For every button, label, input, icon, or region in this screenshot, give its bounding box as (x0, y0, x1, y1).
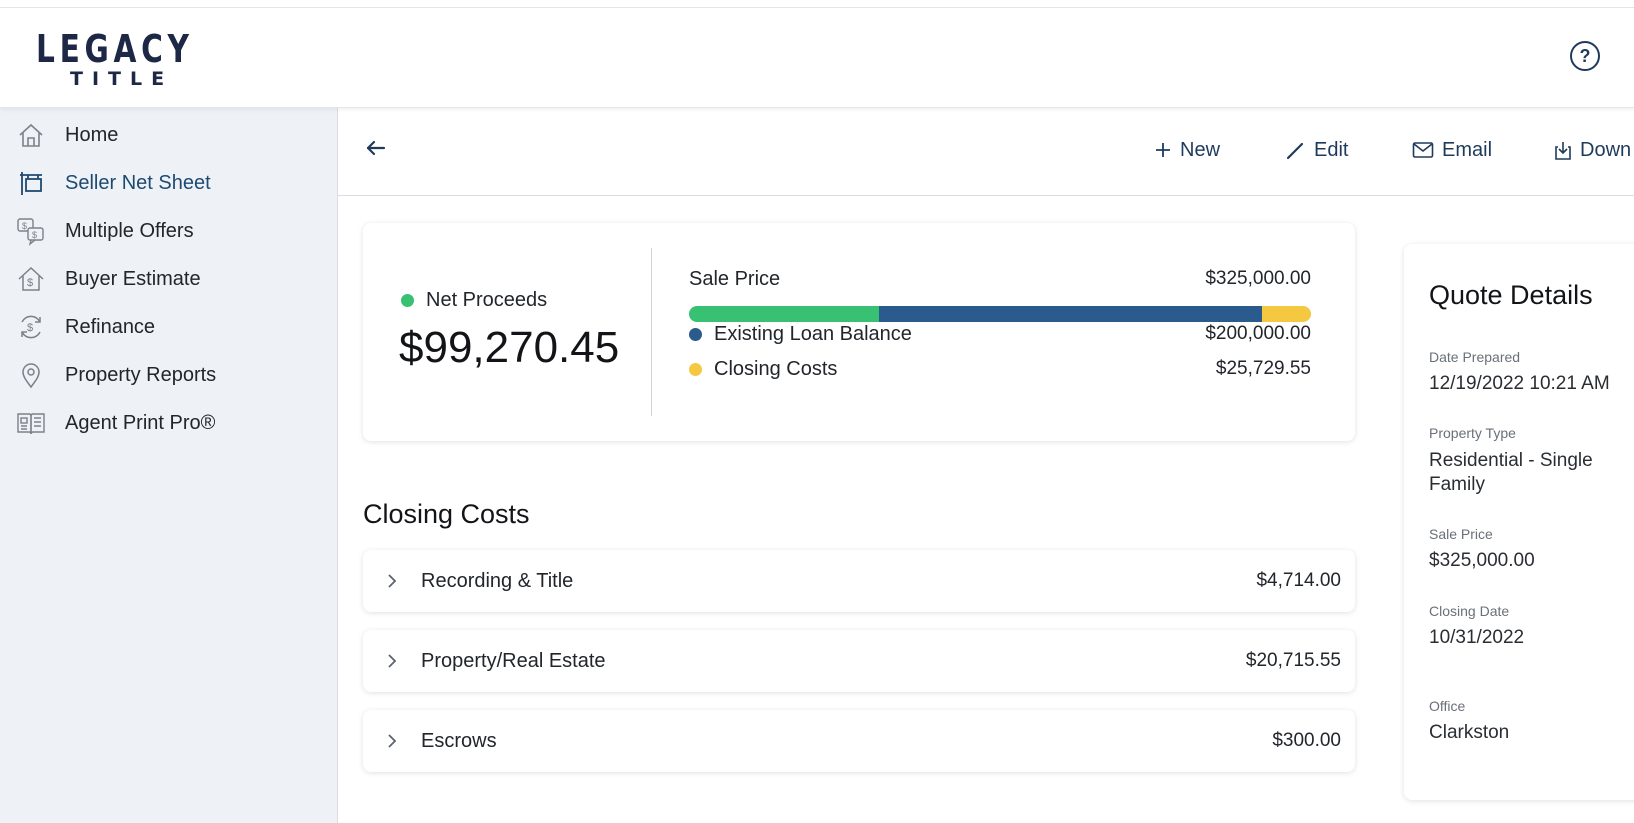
sidebar-item-property-reports[interactable]: Property Reports (0, 353, 338, 397)
net-proceeds-label-text: Net Proceeds (426, 289, 548, 311)
svg-text:$: $ (32, 230, 37, 240)
cost-row-label: Property/Real Estate (421, 649, 606, 672)
bar-segment-net-proceeds (689, 306, 879, 322)
office-value: Clarkston (1429, 722, 1510, 743)
logo-wordmark: LEGACY TITLE (36, 30, 238, 89)
question-circle-icon[interactable]: ? (1570, 41, 1600, 71)
closing-date-value: 10/31/2022 (1429, 627, 1525, 648)
date-prepared-value: 12/19/2022 10:21 AM (1429, 373, 1610, 394)
download-button[interactable]: Down (1554, 136, 1631, 164)
date-prepared-label: Date Prepared (1429, 349, 1521, 365)
sidebar-nav: Home Seller Net Sheet $ $ Multiple Offers… (0, 108, 338, 823)
proceeds-breakdown-bar (689, 306, 1311, 322)
arrow-left-icon[interactable] (362, 134, 390, 162)
closing-costs-dot (689, 362, 702, 376)
svg-text:$: $ (22, 221, 27, 231)
sidebar-item-multiple-offers[interactable]: $ $ Multiple Offers (0, 209, 338, 253)
quote-details-card: Quote Details Date Prepared 12/19/2022 1… (1404, 244, 1634, 800)
action-toolbar: New Edit Email Down (338, 108, 1634, 196)
svg-text:$: $ (27, 277, 33, 289)
closing-costs-value: $25,729.55 (1215, 358, 1311, 379)
cost-row-escrows[interactable]: Escrows $300.00 (363, 710, 1355, 772)
sidebar-item-label: Refinance (65, 315, 156, 338)
loan-balance-value: $200,000.00 (1205, 323, 1311, 344)
pencil-icon (1286, 142, 1304, 160)
loan-balance-dot (689, 327, 702, 341)
sidebar-item-label: Agent Print Pro® (65, 411, 216, 434)
cost-row-recording-title[interactable]: Recording & Title $4,714.00 (363, 550, 1355, 612)
house-dollar-icon: $ (16, 264, 46, 294)
new-button[interactable]: New (1154, 136, 1220, 164)
window-top-edge (0, 0, 1634, 8)
bar-segment-closing-costs (1261, 306, 1311, 322)
email-button[interactable]: Email (1412, 136, 1492, 164)
chevron-right-icon (388, 574, 397, 588)
office-label: Office (1429, 698, 1466, 714)
net-proceeds-label: Net Proceeds (401, 289, 547, 312)
newspaper-icon (16, 408, 46, 438)
dollar-bubbles-icon: $ $ (16, 216, 46, 246)
sidebar-item-label: Home (65, 123, 119, 146)
sidebar-item-home[interactable]: Home (0, 113, 338, 157)
sidebar-item-label: Seller Net Sheet (65, 171, 211, 194)
email-button-label: Email (1442, 138, 1493, 161)
cost-row-label: Escrows (421, 729, 497, 752)
bar-segment-loan-balance (878, 306, 1262, 322)
edit-button[interactable]: Edit (1286, 136, 1348, 164)
summary-divider (651, 248, 652, 416)
edit-button-label: Edit (1314, 138, 1349, 161)
download-button-label: Down (1580, 138, 1632, 161)
sale-price-detail-label: Sale Price (1429, 526, 1493, 542)
refresh-dollar-icon: $ (16, 312, 46, 342)
sidebar-item-label: Property Reports (65, 363, 217, 386)
legacy-title-logo[interactable]: LEGACY TITLE (28, 16, 228, 102)
closing-costs-label: Closing Costs (714, 357, 838, 380)
sale-price-value: $325,000.00 (1205, 268, 1311, 289)
svg-text:$: $ (27, 322, 33, 334)
cost-row-value: $300.00 (1272, 730, 1341, 751)
logo-line-legacy: LEGACY (36, 26, 194, 71)
plus-icon (1156, 143, 1170, 157)
help-glyph: ? (1579, 45, 1591, 66)
property-type-value: Residential - Single Family (1429, 450, 1593, 495)
cost-row-value: $20,715.55 (1245, 650, 1341, 671)
envelope-icon (1412, 142, 1434, 158)
download-icon (1555, 142, 1571, 160)
new-button-label: New (1180, 138, 1221, 161)
sale-price-detail-value: $325,000.00 (1429, 550, 1535, 571)
home-icon (16, 120, 46, 150)
legend-row-closing-costs: Closing Costs $25,729.55 (689, 356, 1311, 382)
sidebar-item-label: Buyer Estimate (65, 267, 201, 290)
quote-details-title: Quote Details (1429, 280, 1593, 310)
logo-line-title: TITLE (70, 67, 174, 90)
cost-row-value: $4,714.00 (1256, 570, 1341, 591)
property-type-label: Property Type (1429, 425, 1516, 441)
sidebar-item-label: Multiple Offers (65, 219, 194, 242)
loan-balance-label: Existing Loan Balance (714, 322, 912, 345)
sidebar-item-refinance[interactable]: $ Refinance (0, 305, 338, 349)
net-proceeds-summary-card: Net Proceeds $99,270.45 Sale Price $325,… (363, 223, 1355, 441)
sidebar-item-seller-net-sheet[interactable]: Seller Net Sheet (0, 161, 338, 205)
net-proceeds-value: $99,270.45 (399, 323, 620, 372)
closing-date-label: Closing Date (1429, 603, 1510, 619)
sidebar-item-agent-print-pro[interactable]: Agent Print Pro® (0, 401, 338, 445)
sale-price-label: Sale Price (689, 268, 781, 290)
sidebar-item-buyer-estimate[interactable]: $ Buyer Estimate (0, 257, 338, 301)
closing-costs-heading: Closing Costs (363, 499, 530, 529)
sign-post-icon (16, 168, 46, 198)
net-proceeds-dot (401, 294, 414, 307)
cost-row-label: Recording & Title (421, 569, 574, 592)
map-pin-icon (16, 360, 46, 390)
legend-row-loan-balance: Existing Loan Balance $200,000.00 (689, 321, 1311, 347)
cost-row-property-real-estate[interactable]: Property/Real Estate $20,715.55 (363, 630, 1355, 692)
chevron-right-icon (388, 734, 397, 748)
app-header: LEGACY TITLE ? (0, 8, 1634, 108)
chevron-right-icon (388, 654, 397, 668)
